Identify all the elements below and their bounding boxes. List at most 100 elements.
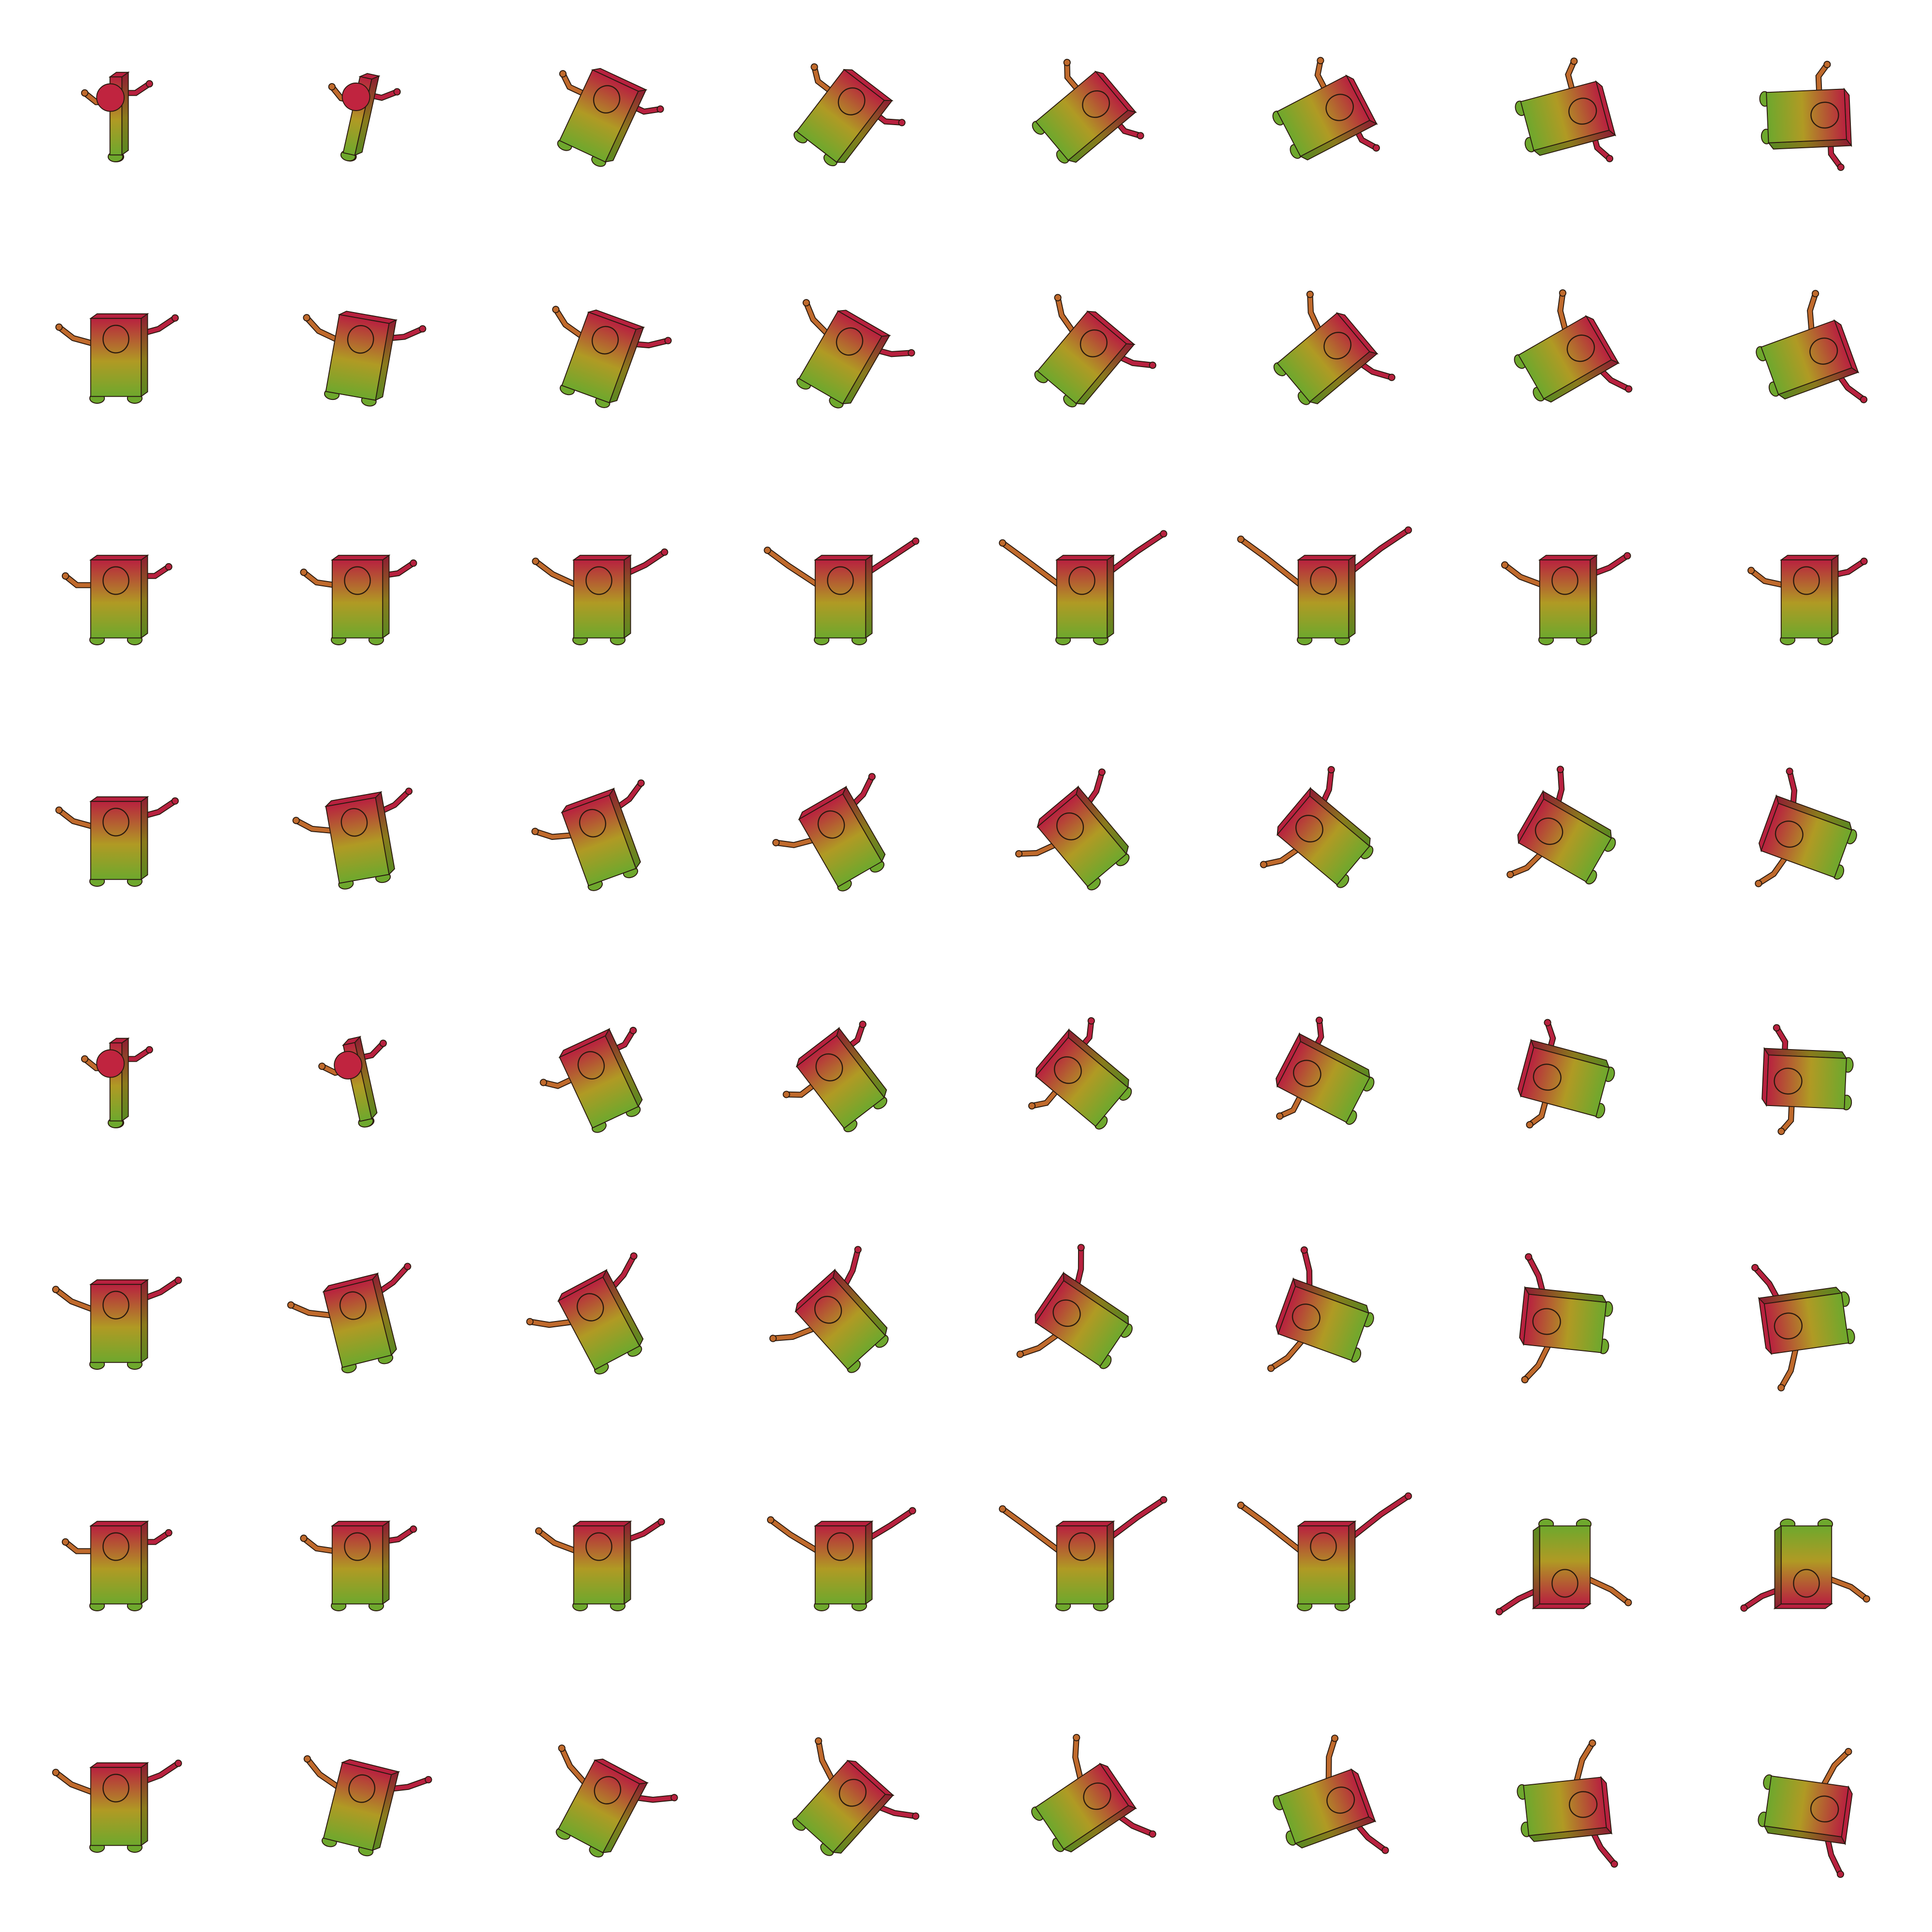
left-arm-hand [55, 806, 63, 814]
left-arm [533, 559, 579, 587]
body-side [141, 313, 148, 398]
left-arm-hand [1624, 1599, 1632, 1606]
body-front [814, 1525, 867, 1605]
frame-r5-c8 [1762, 1024, 1854, 1135]
body-side [141, 796, 148, 881]
face-oval [838, 1778, 867, 1807]
face-oval [102, 1291, 129, 1320]
left-arm-hand [814, 1737, 823, 1745]
right-arm-hand [1556, 766, 1564, 773]
face-oval [1566, 334, 1595, 362]
right-arm-hand [1149, 361, 1156, 369]
body-front [1523, 1776, 1607, 1836]
frame-r7-c4 [767, 1507, 916, 1611]
face-oval [344, 566, 371, 595]
left-arm [294, 818, 335, 833]
body-front [1277, 312, 1370, 403]
face-oval [577, 1051, 605, 1080]
frame-r3-c6 [1237, 526, 1412, 645]
left-arm-hand [810, 63, 818, 71]
body-front [90, 559, 142, 639]
left-arm-hand [1276, 1112, 1284, 1120]
body-top [1296, 554, 1357, 561]
body-side [382, 554, 390, 639]
frame-r3-c5 [999, 530, 1167, 645]
body-front [1035, 71, 1129, 161]
right-arm-hand [174, 1277, 182, 1284]
right-arm-hand [656, 105, 664, 113]
left-arm-hand [81, 89, 88, 97]
body-front [1763, 1775, 1849, 1838]
face-oval [1774, 1067, 1803, 1095]
left-arm-hand [1237, 535, 1245, 543]
frame-r6-c2 [287, 1263, 412, 1374]
left-arm [1558, 291, 1568, 333]
left-arm [304, 315, 340, 342]
body-top [572, 1520, 632, 1527]
right-arm-hand [1372, 144, 1380, 152]
face-oval [1533, 1064, 1562, 1091]
right-arm-hand [1610, 1860, 1618, 1868]
face-oval [1774, 1312, 1803, 1340]
face-oval [836, 327, 864, 356]
frame-r6-c4 [769, 1246, 889, 1373]
body-top [1779, 554, 1840, 561]
body-top [1296, 1520, 1357, 1527]
body-top [89, 796, 149, 802]
body-side [1348, 554, 1356, 639]
body-top [89, 554, 149, 561]
face-oval [1082, 90, 1110, 118]
frame-r4-c4 [772, 773, 886, 892]
frame-r1-c6 [1272, 57, 1380, 161]
right-arm-hand [859, 1021, 867, 1028]
right-arm-hand [1525, 1253, 1533, 1261]
left-arm [774, 838, 816, 847]
face-oval [102, 1532, 129, 1561]
left-arm-hand [1845, 1747, 1852, 1756]
frame-r6-c7 [1519, 1253, 1613, 1384]
right-arm-hand [1605, 155, 1614, 162]
body-top [89, 1279, 149, 1285]
body-side [121, 1037, 129, 1122]
right-arm-hand [1751, 1264, 1759, 1272]
body-front [1056, 559, 1108, 639]
left-arm [804, 300, 830, 337]
right-arm-hand [630, 1252, 638, 1260]
face-oval [1793, 566, 1820, 595]
body-side [382, 1520, 390, 1605]
face-oval [102, 325, 129, 354]
face-oval [1568, 98, 1597, 125]
left-arm-hand [1777, 1384, 1785, 1392]
body-side [121, 71, 129, 156]
face-oval [1323, 331, 1352, 360]
left-arm [1261, 847, 1301, 867]
left-arm-hand [303, 1755, 311, 1763]
head-side [96, 1049, 125, 1078]
body-top [1055, 554, 1115, 561]
face-oval [1068, 1532, 1095, 1561]
body-front [1761, 320, 1852, 395]
frame-r7-c2 [300, 1520, 417, 1611]
body-top [89, 1520, 149, 1527]
left-arm [1308, 292, 1322, 334]
left-arm [771, 1326, 817, 1341]
right-arm-hand [1405, 1492, 1412, 1500]
body-front [561, 312, 637, 403]
left-arm [63, 1540, 96, 1553]
left-arm [301, 1536, 337, 1553]
face-oval [1295, 814, 1323, 843]
right-arm-hand [171, 797, 179, 805]
left-arm-hand [1521, 1376, 1529, 1384]
body-front [1035, 1037, 1129, 1127]
left-arm-hand [1028, 1102, 1036, 1110]
left-arm [1566, 59, 1577, 93]
right-arm-hand [419, 325, 426, 333]
left-arm [1000, 540, 1062, 587]
frame-r5-c7 [1517, 1019, 1615, 1129]
frame-r2-c3 [552, 306, 672, 408]
face-oval [1551, 566, 1578, 595]
left-arm-hand [300, 568, 308, 576]
frame-r2-c4 [796, 299, 915, 409]
right-arm-hand [1160, 530, 1167, 538]
body-side [141, 554, 148, 639]
